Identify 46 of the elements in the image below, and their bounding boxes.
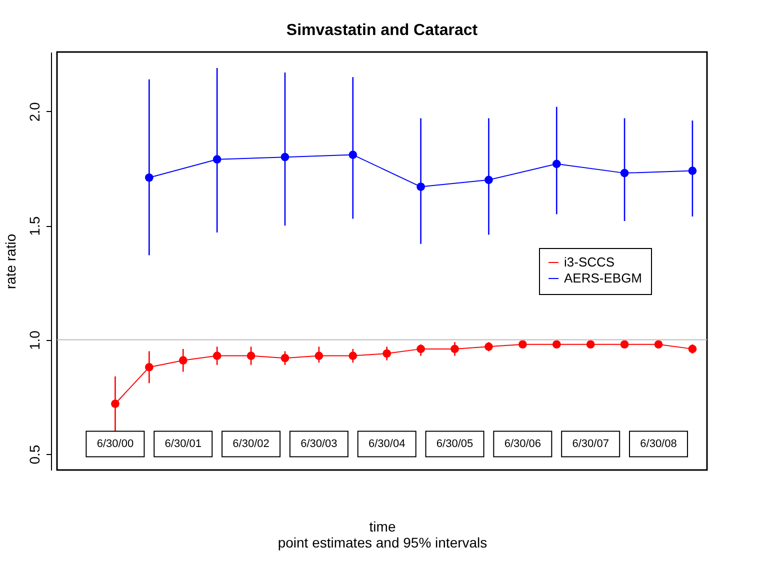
y-axis-title: rate ratio	[2, 234, 18, 290]
point	[620, 340, 629, 349]
point	[552, 340, 561, 349]
x-tick-label: 6/30/01	[164, 438, 202, 450]
chart-title: Simvastatin and Cataract	[286, 22, 478, 39]
x-axis-title: time	[369, 518, 396, 534]
point	[212, 352, 222, 360]
point	[212, 155, 222, 164]
point	[314, 352, 324, 360]
y-tick-label: 0.5	[26, 444, 42, 464]
point	[416, 344, 425, 354]
point	[382, 349, 392, 358]
point	[484, 176, 493, 184]
x-tick-label: 6/30/00	[96, 438, 134, 450]
y-tick-label: 1.5	[26, 216, 42, 236]
point	[620, 168, 629, 178]
point	[416, 182, 425, 191]
x-tick-label: 6/30/06	[504, 438, 542, 450]
point	[552, 160, 561, 168]
y-tick-label: 1.0	[26, 330, 42, 350]
point	[450, 344, 459, 354]
point	[280, 152, 290, 162]
point	[144, 173, 154, 182]
legend-label: i3-SCCS	[564, 254, 615, 270]
y-tick-label: 2.0	[26, 102, 42, 122]
point	[586, 340, 595, 349]
point	[688, 344, 697, 354]
point	[688, 166, 697, 175]
point	[111, 400, 120, 408]
point	[484, 342, 493, 351]
point	[348, 150, 358, 159]
point	[144, 363, 154, 372]
x-tick-label: 6/30/02	[232, 438, 270, 450]
x-tick-label: 6/30/07	[572, 438, 609, 450]
text: point estimates and 95% intervals	[278, 534, 488, 550]
point	[654, 340, 663, 349]
x-tick-label: 6/30/03	[300, 438, 338, 450]
point	[280, 354, 290, 362]
point	[518, 340, 527, 349]
x-tick-label: 6/30/05	[436, 438, 474, 450]
legend-label: AERS-EBGM	[564, 270, 642, 286]
x-tick-label: 6/30/08	[640, 438, 677, 450]
x-tick-label: 6/30/04	[368, 438, 406, 450]
point	[348, 352, 358, 360]
point	[178, 356, 188, 365]
point	[246, 352, 256, 360]
